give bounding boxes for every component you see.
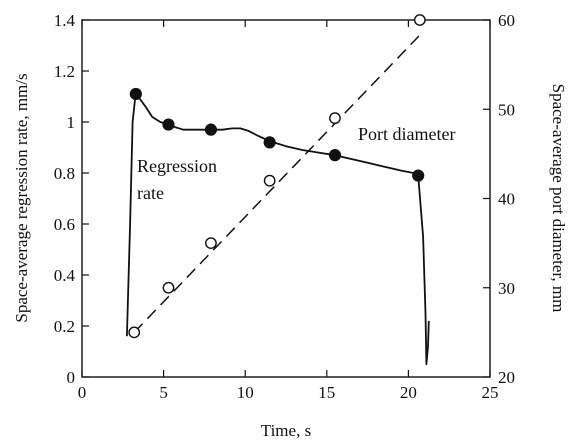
port-diameter-point (162, 281, 175, 294)
port-diameter-point (413, 14, 426, 26)
left-y-tick-label: 0 (67, 368, 76, 387)
x-tick-label: 25 (482, 383, 499, 402)
regression-rate-label-line2: rate (137, 183, 164, 203)
x-tick-label: 20 (400, 383, 417, 402)
x-tick-label: 5 (159, 383, 168, 402)
port-diameter-point (128, 326, 141, 339)
port-diameter-point (205, 237, 217, 250)
axis-ticks (81, 19, 491, 378)
regression-rate-label-line1: Regression (137, 156, 217, 176)
right-y-tick-label: 30 (498, 279, 515, 298)
port-diameter-point (263, 174, 276, 187)
x-tick-label: 15 (318, 383, 335, 402)
left-y-tick-label: 0.8 (54, 164, 75, 183)
x-axis-title: Time, s (261, 421, 311, 440)
right-y-tick-label: 60 (498, 11, 515, 30)
regression-rate-point (162, 118, 175, 131)
right-y-tick-label: 20 (498, 368, 515, 387)
left-y-tick-label: 0.4 (54, 266, 76, 285)
regression-rate-point (204, 123, 218, 136)
left-y-axis-title: Space-average regression rate, mm/s (12, 73, 31, 322)
regression-rate-point (263, 136, 276, 149)
port-diameter-label: Port diameter (358, 124, 455, 144)
left-y-tick-label: 1 (67, 113, 76, 132)
regression-rate-point (328, 149, 342, 162)
right-y-axis-title: Space-average port diameter, mm (549, 84, 568, 313)
port-diameter-line (133, 32, 422, 333)
x-tick-label: 0 (78, 383, 87, 402)
port-diameter-point (329, 112, 341, 125)
regression-rate-point (129, 87, 142, 101)
left-y-tick-label: 0.2 (54, 317, 75, 336)
right-y-tick-label: 40 (498, 190, 515, 209)
regression-rate-point (412, 169, 425, 182)
left-y-tick-label: 1.4 (54, 11, 76, 30)
left-y-tick-label: 1.2 (54, 62, 75, 81)
left-y-tick-label: 0.6 (54, 215, 75, 234)
series-layer (126, 14, 430, 366)
right-y-tick-label: 50 (498, 100, 515, 119)
x-tick-label: 10 (237, 383, 254, 402)
